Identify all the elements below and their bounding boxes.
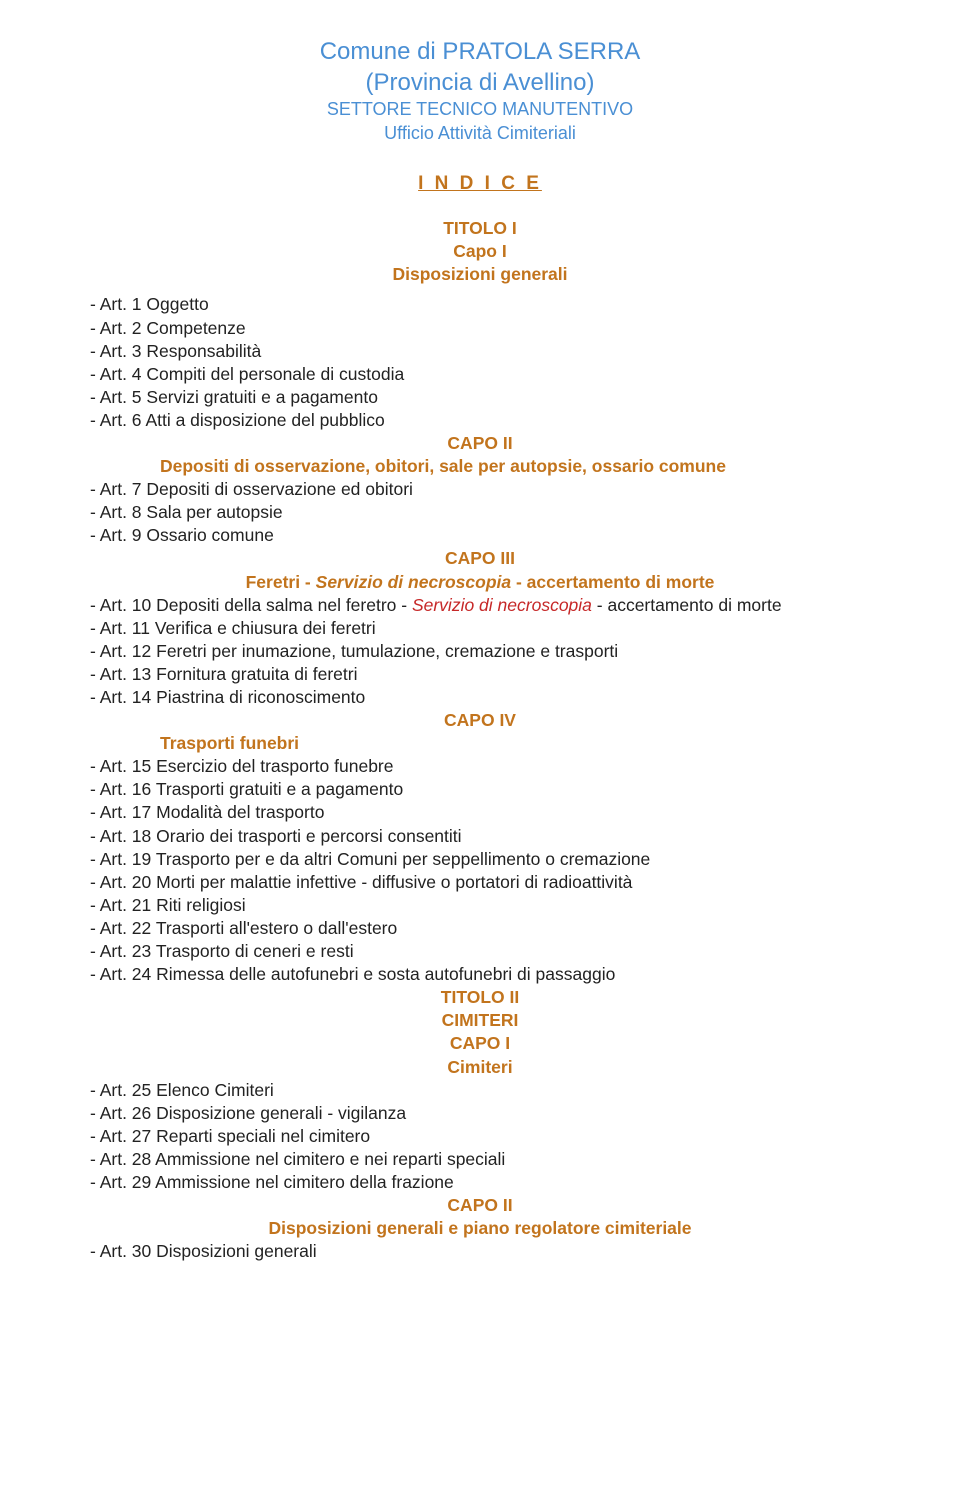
capo-4-subtitle: Trasporti funebri xyxy=(160,733,299,753)
titolo-1-line3: Disposizioni generali xyxy=(90,263,870,286)
article-item: - Art. 18 Orario dei trasporti e percors… xyxy=(90,825,870,848)
article-item: - Art. 2 Competenze xyxy=(90,317,870,340)
indice-heading: I N D I C E xyxy=(90,173,870,195)
article-item: - Art. 14 Piastrina di riconoscimento xyxy=(90,686,870,709)
capo-3-title: CAPO III xyxy=(90,547,870,570)
article-item: - Art. 21 Riti religiosi xyxy=(90,894,870,917)
article-item: - Art. 26 Disposizione generali - vigila… xyxy=(90,1102,870,1125)
capo-3-subtitle: Feretri - Servizio di necroscopia - acce… xyxy=(90,571,870,594)
article-item: - Art. 6 Atti a disposizione del pubblic… xyxy=(90,409,870,432)
header-block: Comune di PRATOLA SERRA (Provincia di Av… xyxy=(90,36,870,145)
article-item: - Art. 12 Feretri per inumazione, tumula… xyxy=(90,640,870,663)
article-item: - Art. 11 Verifica e chiusura dei feretr… xyxy=(90,617,870,640)
art10-post: - accertamento di morte xyxy=(592,595,782,615)
titolo-2-line1: TITOLO II xyxy=(90,986,870,1009)
document-page: Comune di PRATOLA SERRA (Provincia di Av… xyxy=(0,0,960,1498)
capo-4-title: CAPO IV xyxy=(90,709,870,732)
titolo-2-line3: CAPO I xyxy=(90,1032,870,1055)
titolo-2-line2: CIMITERI xyxy=(90,1009,870,1032)
capo-2b-title: CAPO II xyxy=(90,1194,870,1217)
art10-pre: - Art. 10 Depositi della salma nel feret… xyxy=(90,595,412,615)
article-item: - Art. 29 Ammissione nel cimitero della … xyxy=(90,1171,870,1194)
article-item: - Art. 1 Oggetto xyxy=(90,293,870,316)
article-item: - Art. 25 Elenco Cimiteri xyxy=(90,1079,870,1102)
capo-3-sub-red: Servizio di necroscopia xyxy=(316,572,511,592)
titolo-1-line1: TITOLO I xyxy=(90,217,870,240)
header-title: Comune di PRATOLA SERRA xyxy=(90,36,870,67)
titolo-1-line2: Capo I xyxy=(90,240,870,263)
article-item: - Art. 20 Morti per malattie infettive -… xyxy=(90,871,870,894)
content-body: - Art. 1 Oggetto - Art. 2 Competenze - A… xyxy=(90,293,870,1263)
article-item: - Art. 16 Trasporti gratuiti e a pagamen… xyxy=(90,778,870,801)
art10-red: Servizio di necroscopia xyxy=(412,595,592,615)
article-item: - Art. 13 Fornitura gratuita di feretri xyxy=(90,663,870,686)
article-item: - Art. 24 Rimessa delle autofunebri e so… xyxy=(90,963,870,986)
article-item: - Art. 19 Trasporto per e da altri Comun… xyxy=(90,848,870,871)
article-item: - Art. 15 Esercizio del trasporto funebr… xyxy=(90,755,870,778)
article-item: - Art. 27 Reparti speciali nel cimitero xyxy=(90,1125,870,1148)
capo-2b-subtitle: Disposizioni generali e piano regolatore… xyxy=(268,1218,691,1238)
article-item: - Art. 17 Modalità del trasporto xyxy=(90,801,870,824)
header-sector: SETTORE TECNICO MANUTENTIVO xyxy=(90,98,870,121)
capo-3-sub-post: - accertamento di morte xyxy=(511,572,714,592)
article-item: - Art. 9 Ossario comune xyxy=(90,524,870,547)
capo-2-subtitle: Depositi di osservazione, obitori, sale … xyxy=(160,456,726,476)
article-item: - Art. 7 Depositi di osservazione ed obi… xyxy=(90,478,870,501)
article-item: - Art. 30 Disposizioni generali xyxy=(90,1240,870,1263)
titolo-1-block: TITOLO I Capo I Disposizioni generali xyxy=(90,217,870,285)
capo-3-sub-pre: Feretri - xyxy=(246,572,316,592)
header-office: Ufficio Attività Cimiteriali xyxy=(90,122,870,145)
header-province: (Provincia di Avellino) xyxy=(90,67,870,98)
article-item: - Art. 23 Trasporto di ceneri e resti xyxy=(90,940,870,963)
article-item: - Art. 22 Trasporti all'estero o dall'es… xyxy=(90,917,870,940)
article-item: - Art. 8 Sala per autopsie xyxy=(90,501,870,524)
article-item: - Art. 4 Compiti del personale di custod… xyxy=(90,363,870,386)
article-item: - Art. 3 Responsabilità xyxy=(90,340,870,363)
article-item-10: - Art. 10 Depositi della salma nel feret… xyxy=(90,594,870,617)
article-item: - Art. 5 Servizi gratuiti e a pagamento xyxy=(90,386,870,409)
capo-2-title: CAPO II xyxy=(90,432,870,455)
titolo-2-line4: Cimiteri xyxy=(90,1056,870,1079)
article-item: - Art. 28 Ammissione nel cimitero e nei … xyxy=(90,1148,870,1171)
